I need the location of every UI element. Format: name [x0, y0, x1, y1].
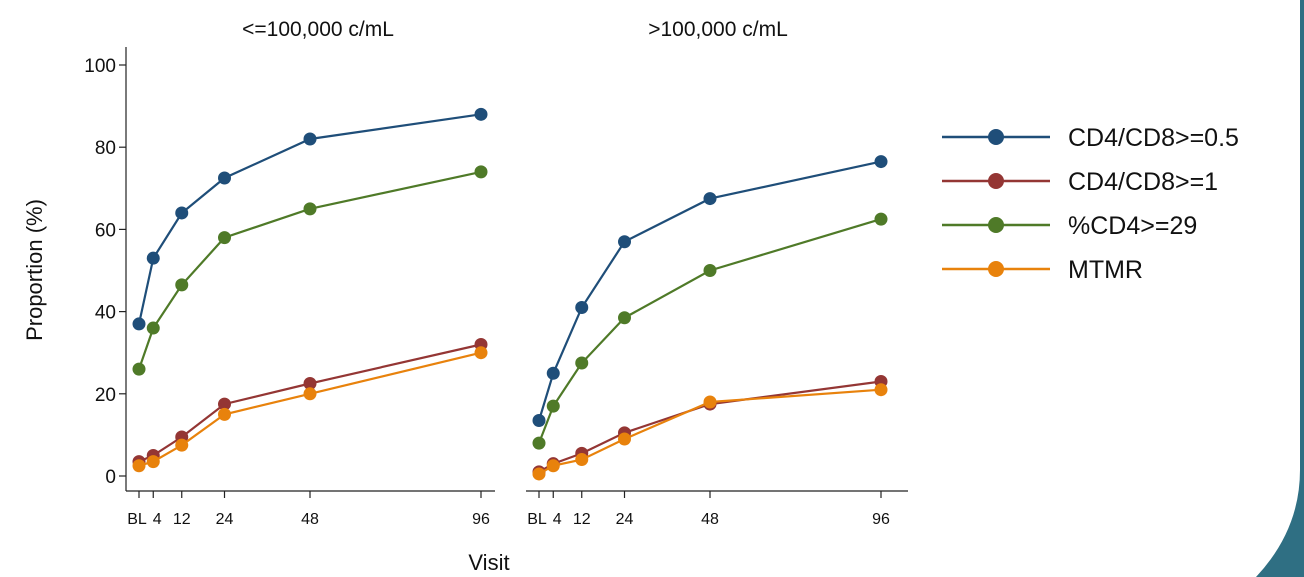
panel-axes: BL 4 12 24 48 96 0 20 40 60 80 100 [84, 47, 495, 528]
x-tick-label: 4 [153, 511, 162, 528]
series-line [537, 218, 882, 444]
x-tick-label: 48 [701, 511, 719, 528]
legend-marker [988, 173, 1004, 189]
data-point [146, 455, 160, 469]
x-axis-title: Visit [468, 550, 509, 575]
y-tick-label: 100 [84, 56, 116, 77]
series-CD4/CD8>=0.5 [132, 107, 488, 331]
data-point [575, 356, 589, 370]
x-tick-label: BL [527, 511, 547, 528]
series-line [538, 380, 882, 473]
legend-label: CD4/CD8>=0.5 [1068, 124, 1239, 152]
series-line [537, 160, 882, 421]
data-point [175, 438, 189, 452]
x-tick-label: 96 [872, 511, 890, 528]
legend-marker [988, 217, 1004, 233]
panel-high-viral-load: >100,000 c/mL BL 4 12 24 48 96 [526, 18, 908, 528]
data-point [303, 387, 317, 401]
legend-label: MTMR [1068, 256, 1143, 284]
data-point [874, 383, 888, 397]
series-layer [132, 107, 488, 473]
legend-item: CD4/CD8>=0.5 [942, 124, 1239, 152]
data-point [218, 397, 231, 411]
y-axis-title: Proportion (%) [22, 199, 47, 341]
legend-marker [988, 129, 1004, 145]
data-point [175, 278, 189, 292]
data-point [132, 317, 146, 331]
data-point [218, 231, 231, 245]
data-point [575, 453, 589, 467]
data-point [303, 132, 317, 146]
x-tick-label: 4 [553, 511, 562, 528]
legend-label: %CD4>=29 [1068, 212, 1197, 240]
data-point [146, 251, 160, 265]
data-point [474, 346, 488, 360]
data-point [303, 377, 317, 391]
legend-label: CD4/CD8>=1 [1068, 168, 1218, 196]
data-point [703, 264, 717, 277]
legend-marker [988, 261, 1004, 277]
data-point [618, 235, 631, 249]
data-point [546, 399, 560, 413]
data-point [218, 171, 231, 185]
legend: CD4/CD8>=0.5 CD4/CD8>=1 %CD4>=29 MTMR [942, 124, 1239, 284]
data-point [703, 395, 717, 409]
data-point [546, 459, 560, 473]
slide-corner-accent [1256, 0, 1304, 577]
panel-title: <=100,000 c/mL [242, 18, 394, 41]
y-tick-label: 20 [95, 385, 116, 406]
legend-item: %CD4>=29 [942, 212, 1197, 240]
y-tick-label: 60 [95, 220, 116, 241]
data-point [703, 192, 717, 206]
data-point [575, 300, 589, 314]
x-tick-label: 12 [573, 511, 591, 528]
data-point [146, 321, 160, 335]
x-tick-label: 96 [472, 511, 490, 528]
series-MTMR [132, 346, 488, 473]
data-point [303, 202, 317, 216]
series-layer [532, 155, 888, 481]
data-point [474, 107, 488, 121]
x-tick-label: BL [127, 511, 147, 528]
data-point [874, 155, 888, 169]
series-line [137, 170, 482, 370]
series-line [138, 351, 482, 467]
x-tick-label: 12 [173, 511, 191, 528]
data-point [175, 206, 189, 220]
data-point [618, 432, 631, 446]
data-point [532, 467, 546, 481]
data-point [218, 407, 231, 421]
panel-low-viral-load: <=100,000 c/mL BL 4 12 24 48 96 0 20 40 60 80 100 [84, 18, 495, 528]
y-tick-label: 80 [95, 138, 116, 159]
data-point [874, 212, 888, 226]
data-point [474, 165, 488, 179]
data-point [618, 311, 631, 325]
series-%CD4>=29 [532, 212, 888, 450]
data-point [532, 436, 546, 450]
data-point [132, 459, 146, 473]
series-line [138, 343, 482, 463]
series-line [137, 113, 482, 325]
series-%CD4>=29 [132, 165, 488, 376]
series-MTMR [532, 383, 888, 481]
series-CD4/CD8>=0.5 [532, 155, 888, 428]
x-tick-label: 48 [301, 511, 319, 528]
data-point [132, 362, 146, 376]
legend-item: MTMR [942, 256, 1143, 284]
y-tick-label: 0 [105, 467, 116, 488]
y-tick-label: 40 [95, 303, 116, 324]
panel-axes: BL 4 12 24 48 96 [526, 490, 908, 528]
data-point [546, 366, 560, 380]
data-point [532, 414, 546, 428]
panel-title: >100,000 c/mL [648, 18, 788, 41]
x-tick-label: 24 [616, 511, 634, 528]
legend-item: CD4/CD8>=1 [942, 168, 1218, 196]
x-tick-label: 24 [216, 511, 234, 528]
